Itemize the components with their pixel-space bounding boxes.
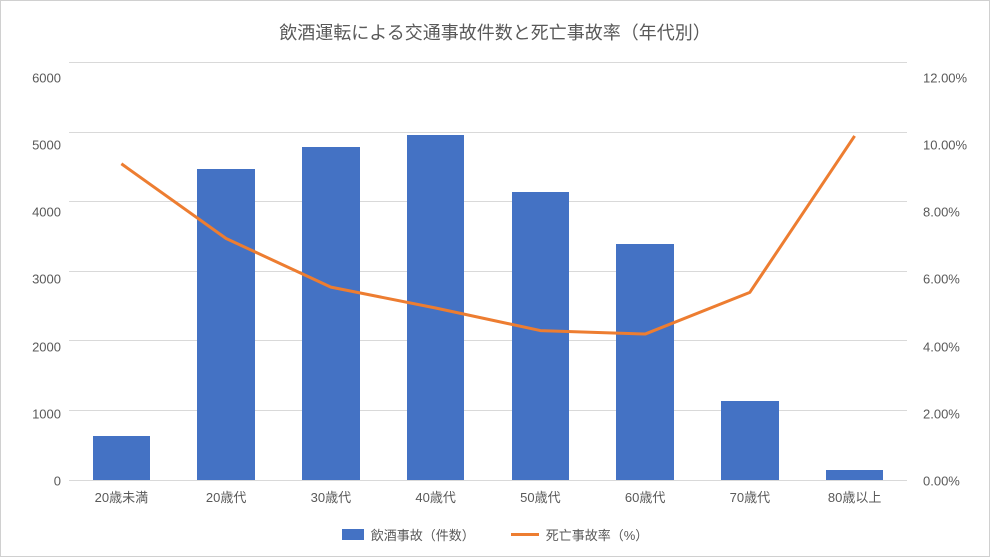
legend-label-bar: 飲酒事故（件数）	[371, 525, 475, 544]
y-right-tick: 6.00%	[923, 272, 975, 287]
y-left-tick: 0	[15, 473, 61, 488]
y-axis-left-labels: 0100020003000400050006000	[15, 63, 61, 481]
x-tick: 30歳代	[279, 487, 384, 506]
y-left-tick: 5000	[15, 138, 61, 153]
legend-item-bar: 飲酒事故（件数）	[342, 525, 475, 544]
legend-label-line: 死亡事故率（%）	[546, 525, 649, 544]
y-right-tick: 10.00%	[923, 138, 975, 153]
legend-item-line: 死亡事故率（%）	[511, 525, 649, 544]
y-right-tick: 12.00%	[923, 71, 975, 86]
y-right-tick: 8.00%	[923, 205, 975, 220]
y-right-tick: 2.00%	[923, 406, 975, 421]
x-tick: 20歳代	[174, 487, 279, 506]
line-series	[69, 63, 907, 480]
y-left-tick: 6000	[15, 71, 61, 86]
x-tick: 40歳代	[383, 487, 488, 506]
line-path	[121, 136, 854, 334]
chart-title: 飲酒運転による交通事故件数と死亡事故率（年代別）	[15, 19, 975, 45]
x-tick: 20歳未満	[69, 487, 174, 506]
y-right-tick: 0.00%	[923, 473, 975, 488]
chart-container: 飲酒運転による交通事故件数と死亡事故率（年代別） 0 1000 2000 3000 40…	[0, 0, 990, 557]
x-tick: 80歳以上	[802, 487, 907, 506]
y-left-tick: 1000	[15, 406, 61, 421]
x-axis-labels: 20歳未満20歳代30歳代40歳代50歳代60歳代70歳代80歳以上	[69, 487, 907, 506]
y-right-tick: 4.00%	[923, 339, 975, 354]
x-tick: 60歳代	[593, 487, 698, 506]
plot-wrap: 0100020003000400050006000 0.00%2.00%4.00…	[15, 63, 975, 481]
plot-area	[69, 63, 907, 481]
legend: 飲酒事故（件数） 死亡事故率（%）	[15, 525, 975, 544]
y-axis-right-labels: 0.00%2.00%4.00%6.00%8.00%10.00%12.00%	[915, 63, 975, 481]
y-left-tick: 4000	[15, 205, 61, 220]
legend-swatch-bar	[342, 529, 364, 540]
y-left-tick: 2000	[15, 339, 61, 354]
x-tick: 70歳代	[698, 487, 803, 506]
legend-swatch-line	[511, 533, 539, 536]
y-left-tick: 3000	[15, 272, 61, 287]
x-tick: 50歳代	[488, 487, 593, 506]
